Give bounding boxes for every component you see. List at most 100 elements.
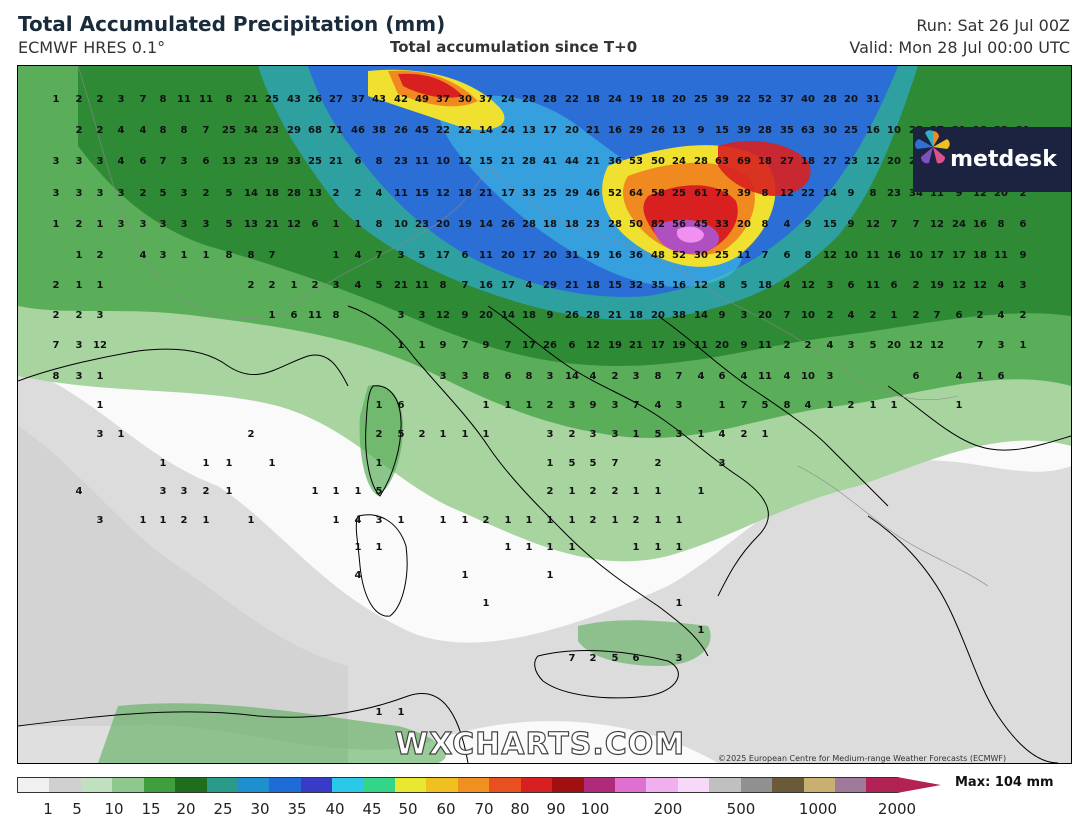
precip-value: 9 xyxy=(805,219,812,230)
precip-value: 5 xyxy=(226,219,233,230)
legend-tick: 10 xyxy=(104,800,124,818)
precip-value: 1 xyxy=(505,542,512,553)
legend-color-4 xyxy=(143,778,176,792)
precip-value: 1 xyxy=(483,429,490,440)
precip-value: 12 xyxy=(823,250,837,261)
precip-value: 4 xyxy=(998,280,1005,291)
precip-value: 16 xyxy=(887,250,901,261)
precip-value: 5 xyxy=(655,429,662,440)
precip-value: 6 xyxy=(569,340,576,351)
precip-value: 3 xyxy=(97,156,104,167)
precip-value: 4 xyxy=(140,250,147,261)
precip-value: 1 xyxy=(698,486,705,497)
precip-value: 28 xyxy=(522,156,536,167)
legend-tick: 50 xyxy=(398,800,418,818)
precip-value: 23 xyxy=(265,125,279,136)
precip-value: 3 xyxy=(333,280,340,291)
legend-tick: 80 xyxy=(510,800,530,818)
precip-value: 21 xyxy=(479,188,493,199)
precip-value: 12 xyxy=(287,219,301,230)
coastlines xyxy=(18,305,1071,763)
precipitation-map[interactable]: 1 2 2 3 7 8 11 11 8 21 25 43 26 27 37 43 42 49 37 30 37 24 28 2… xyxy=(17,65,1072,764)
precip-value: 2 xyxy=(741,429,748,440)
borders xyxy=(77,66,989,587)
precip-value: 52 xyxy=(758,94,772,105)
precip-value: 53 xyxy=(629,156,643,167)
legend-tick: 35 xyxy=(287,800,307,818)
precip-value: 2 xyxy=(140,188,147,199)
precip-value: 1 xyxy=(462,429,469,440)
precip-value: 8 xyxy=(762,188,769,199)
precip-value: 18 xyxy=(265,188,279,199)
precip-value: 25 xyxy=(844,125,858,136)
precip-value: 3 xyxy=(53,188,60,199)
precip-value: 8 xyxy=(870,188,877,199)
precip-value: 69 xyxy=(737,156,751,167)
precip-value: 6 xyxy=(913,371,920,382)
precip-value: 26 xyxy=(308,94,322,105)
precip-value: 6 xyxy=(998,371,1005,382)
legend-color-14 xyxy=(457,778,490,792)
precip-value: 19 xyxy=(608,340,622,351)
precip-value: 15 xyxy=(479,156,493,167)
precip-value: 2 xyxy=(203,188,210,199)
precip-value: 1 xyxy=(97,371,104,382)
metdesk-logo[interactable]: metdesk xyxy=(913,127,1071,192)
precip-value: 4 xyxy=(719,429,726,440)
precip-value: 19 xyxy=(629,94,643,105)
precip-value: 1 xyxy=(419,340,426,351)
precip-value: 21 xyxy=(244,94,258,105)
coast-africa xyxy=(18,693,469,763)
precip-value: 20 xyxy=(758,310,772,321)
precip-value: 38 xyxy=(372,125,386,136)
precip-value: 20 xyxy=(479,310,493,321)
precip-value: 12 xyxy=(930,340,944,351)
precip-value: 28 xyxy=(758,125,772,136)
precip-value: 3 xyxy=(1020,280,1027,291)
precip-value: 18 xyxy=(522,310,536,321)
precip-value: 38 xyxy=(672,310,686,321)
precip-value: 4 xyxy=(698,371,705,382)
precip-value: 18 xyxy=(565,219,579,230)
precip-value: 12 xyxy=(866,156,880,167)
precip-value: 11 xyxy=(994,250,1008,261)
precip-value: 40 xyxy=(801,94,815,105)
precip-value: 2 xyxy=(590,515,597,526)
legend-color-25 xyxy=(803,778,835,792)
precip-value: 1 xyxy=(181,250,188,261)
precip-value: 58 xyxy=(651,188,665,199)
precip-value: 45 xyxy=(415,125,429,136)
precip-value: 6 xyxy=(355,156,362,167)
precip-value: 21 xyxy=(329,156,343,167)
precip-value: 7 xyxy=(376,250,383,261)
precip-value: 1 xyxy=(633,429,640,440)
precip-value: 1 xyxy=(248,515,255,526)
precip-value: 1 xyxy=(526,400,533,411)
precip-value: 3 xyxy=(118,188,125,199)
precip-value: 10 xyxy=(436,156,450,167)
precip-value: 8 xyxy=(333,310,340,321)
precip-value: 1 xyxy=(53,94,60,105)
precip-value: 1 xyxy=(140,515,147,526)
coast-france-spain xyxy=(18,348,349,387)
precip-value: 4 xyxy=(355,515,362,526)
precip-value: 9 xyxy=(590,400,597,411)
precip-value: 2 xyxy=(97,125,104,136)
precip-value: 4 xyxy=(848,310,855,321)
accumulation-label: Total accumulation since T+0 xyxy=(390,38,638,56)
precip-value: 1 xyxy=(655,515,662,526)
precip-value: 5 xyxy=(376,486,383,497)
precip-value: 1 xyxy=(398,515,405,526)
precip-value: 4 xyxy=(355,250,362,261)
precip-value: 10 xyxy=(909,250,923,261)
legend-color-6 xyxy=(206,778,238,792)
precip-value: 71 xyxy=(329,125,343,136)
precip-value: 2 xyxy=(784,340,791,351)
precip-value: 6 xyxy=(848,280,855,291)
legend-color-9 xyxy=(300,778,333,792)
precip-value: 23 xyxy=(586,219,600,230)
legend-color-11 xyxy=(363,778,396,792)
precip-value: 14 xyxy=(565,371,579,382)
precip-value: 6 xyxy=(891,280,898,291)
legend-color-0 xyxy=(18,778,50,792)
